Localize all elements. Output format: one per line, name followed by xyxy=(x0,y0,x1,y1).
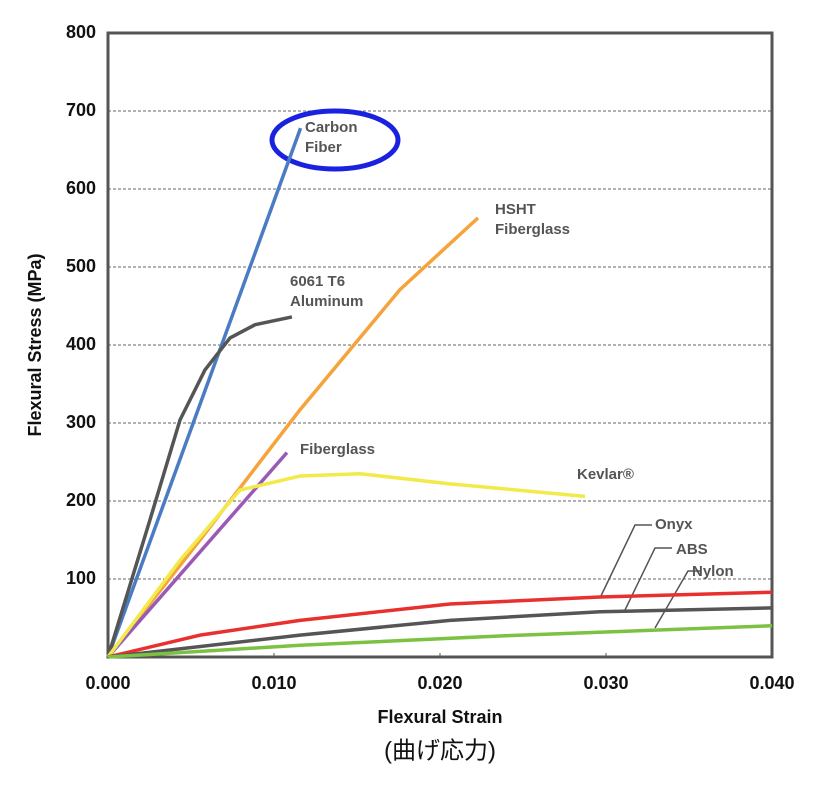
y-tick-label: 400 xyxy=(66,334,96,354)
series-label: Kevlar® xyxy=(577,466,634,483)
series-line xyxy=(106,127,303,658)
series-label: ABS xyxy=(676,541,708,558)
y-axis-title: Flexural Stress (MPa) xyxy=(25,253,45,436)
y-tick-label: 700 xyxy=(66,100,96,120)
x-axis-title: Flexural Strain xyxy=(377,707,502,727)
y-tick-label: 300 xyxy=(66,412,96,432)
series-line xyxy=(107,606,773,659)
subtitle: (曲げ応力) xyxy=(384,737,496,764)
y-tick-label: 500 xyxy=(66,256,96,276)
leader-line xyxy=(599,524,652,599)
x-tick-label: 0.000 xyxy=(85,673,130,693)
series-label: Nylon xyxy=(692,563,734,580)
leader-line xyxy=(624,547,672,611)
series-line xyxy=(107,624,773,659)
series-line xyxy=(106,315,293,658)
series-line xyxy=(106,471,586,659)
series-label: Onyx xyxy=(655,516,693,533)
x-tick-label: 0.020 xyxy=(417,673,462,693)
y-tick-label: 100 xyxy=(66,568,96,588)
series-label: HSHT Fiberglass xyxy=(495,201,571,238)
series-line xyxy=(107,590,773,659)
x-tick-label: 0.030 xyxy=(583,673,628,693)
y-tick-label: 600 xyxy=(66,178,96,198)
x-tick-label: 0.010 xyxy=(251,673,296,693)
series-label: 6061 T6 Aluminum xyxy=(290,273,364,310)
series-label: Carbon Fiber xyxy=(305,119,358,156)
highlight-ellipse xyxy=(269,108,401,172)
y-tick-label: 200 xyxy=(66,490,96,510)
series-label: Fiberglass xyxy=(300,441,376,458)
series-line xyxy=(106,216,480,659)
y-tick-label: 800 xyxy=(66,22,96,42)
x-tick-label: 0.040 xyxy=(749,673,794,693)
